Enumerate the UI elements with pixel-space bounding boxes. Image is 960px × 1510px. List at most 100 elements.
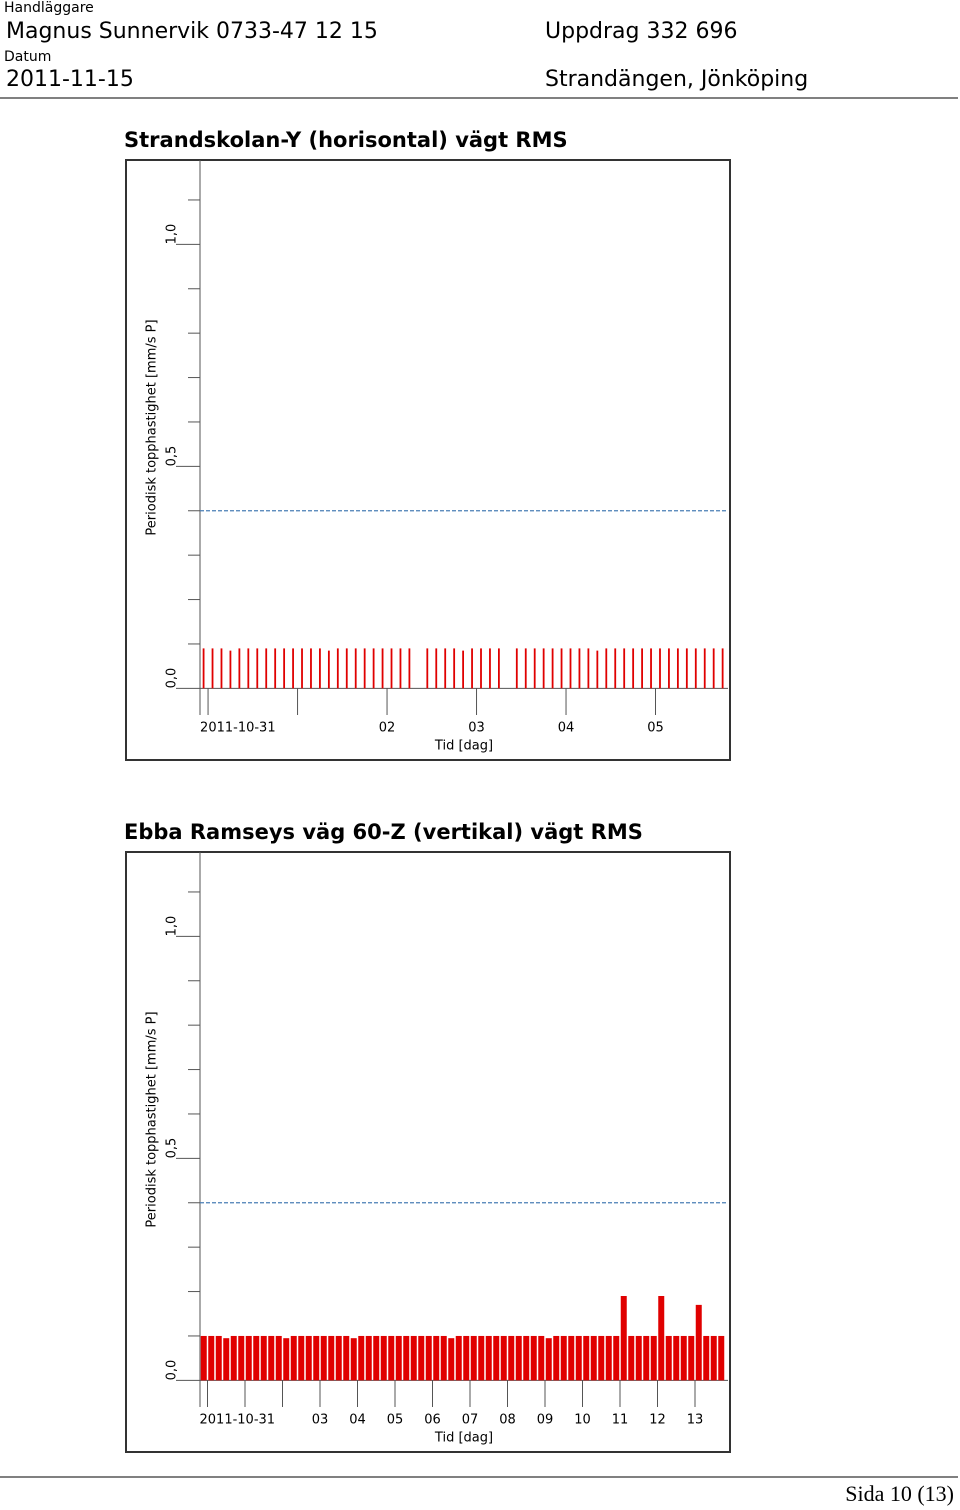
bar <box>712 648 715 689</box>
bar <box>462 650 465 689</box>
bar <box>229 650 232 689</box>
bar <box>444 648 447 689</box>
bar <box>247 648 250 689</box>
bar <box>710 1335 717 1381</box>
bar <box>545 1338 552 1381</box>
bar <box>372 648 375 689</box>
bar <box>395 1335 402 1381</box>
bar <box>632 648 635 689</box>
chart-frame <box>125 159 731 761</box>
bar <box>680 1335 687 1381</box>
chart-title: Strandskolan-Y (horisontal) vägt RMS <box>124 128 568 152</box>
bar <box>350 1338 357 1381</box>
bar <box>498 648 500 689</box>
bar <box>583 1335 590 1381</box>
bar <box>238 648 241 689</box>
bar <box>605 648 608 689</box>
bar <box>695 1304 702 1381</box>
x-tick-label: 03 <box>468 721 485 736</box>
bar <box>200 1335 207 1381</box>
page-number: Sida 10 (13) <box>845 1481 954 1506</box>
bar <box>650 648 652 689</box>
bar <box>605 1335 612 1381</box>
bar <box>688 1335 695 1381</box>
bar <box>310 648 312 689</box>
bar <box>275 1335 282 1381</box>
x-tick-label: 02 <box>379 721 396 736</box>
y-tick-label: 0,0 <box>165 1360 180 1381</box>
bar <box>455 1335 462 1381</box>
bar <box>260 1335 267 1381</box>
bar <box>380 1335 387 1381</box>
bar <box>515 648 518 689</box>
bar <box>245 1335 252 1381</box>
bar <box>223 1338 230 1381</box>
bar <box>569 648 572 689</box>
x-tick-label: 05 <box>647 721 664 736</box>
bar <box>533 648 536 689</box>
y-tick-label: 0,5 <box>165 446 180 467</box>
bar <box>453 648 456 689</box>
bar <box>665 1335 672 1381</box>
y-tick-label: 0,0 <box>165 668 180 689</box>
bar <box>363 648 366 689</box>
bar <box>292 648 294 689</box>
bar <box>493 1335 500 1381</box>
y-axis-label: Periodisk topphastighet [mm/s P] <box>145 319 160 535</box>
bar <box>489 648 491 689</box>
bar <box>568 1335 575 1381</box>
handler: Magnus Sunnervik 0733-47 12 15 <box>6 19 378 44</box>
bar <box>650 1335 657 1381</box>
bar <box>643 1335 650 1381</box>
bar <box>658 1296 665 1381</box>
bar <box>448 1338 455 1381</box>
bar <box>628 1335 635 1381</box>
bar <box>613 1335 620 1381</box>
bar <box>673 1335 680 1381</box>
bar <box>685 648 688 689</box>
chart-frame <box>125 851 731 1453</box>
bar <box>268 1335 275 1381</box>
bar <box>215 1335 222 1381</box>
bar <box>500 1335 507 1381</box>
bar <box>703 648 706 689</box>
bar <box>560 1335 567 1381</box>
bar <box>373 1335 380 1381</box>
bar <box>560 648 563 689</box>
date: 2011-11-15 <box>6 67 134 92</box>
bar <box>480 648 482 689</box>
bar <box>470 1335 477 1381</box>
bar <box>283 1338 290 1381</box>
bar <box>508 1335 515 1381</box>
bar <box>335 1335 342 1381</box>
bar <box>319 648 321 689</box>
bar <box>238 1335 245 1381</box>
x-tick-label: 09 <box>537 1413 554 1428</box>
bar <box>598 1335 605 1381</box>
bar <box>471 648 473 689</box>
x-tick-label: 10 <box>574 1413 591 1428</box>
bar <box>343 1335 350 1381</box>
bar <box>676 648 679 689</box>
bar <box>641 648 643 689</box>
bar <box>283 648 286 689</box>
bar <box>345 648 348 689</box>
bar <box>410 1335 417 1381</box>
bar <box>538 1335 545 1381</box>
x-tick-label: 04 <box>558 721 575 736</box>
bar <box>253 1335 260 1381</box>
bar <box>718 1335 725 1381</box>
bar <box>418 1335 425 1381</box>
bar <box>614 648 617 689</box>
bar <box>578 648 581 689</box>
bar <box>388 1335 395 1381</box>
x-tick-label: 13 <box>687 1413 704 1428</box>
label: Datum <box>4 49 51 65</box>
bar <box>230 1335 237 1381</box>
bar <box>435 648 438 689</box>
bar <box>220 648 223 689</box>
bar <box>381 648 384 689</box>
bar <box>274 648 277 689</box>
bar <box>256 648 259 689</box>
x-tick-label: 2011-10-31 <box>200 721 276 736</box>
